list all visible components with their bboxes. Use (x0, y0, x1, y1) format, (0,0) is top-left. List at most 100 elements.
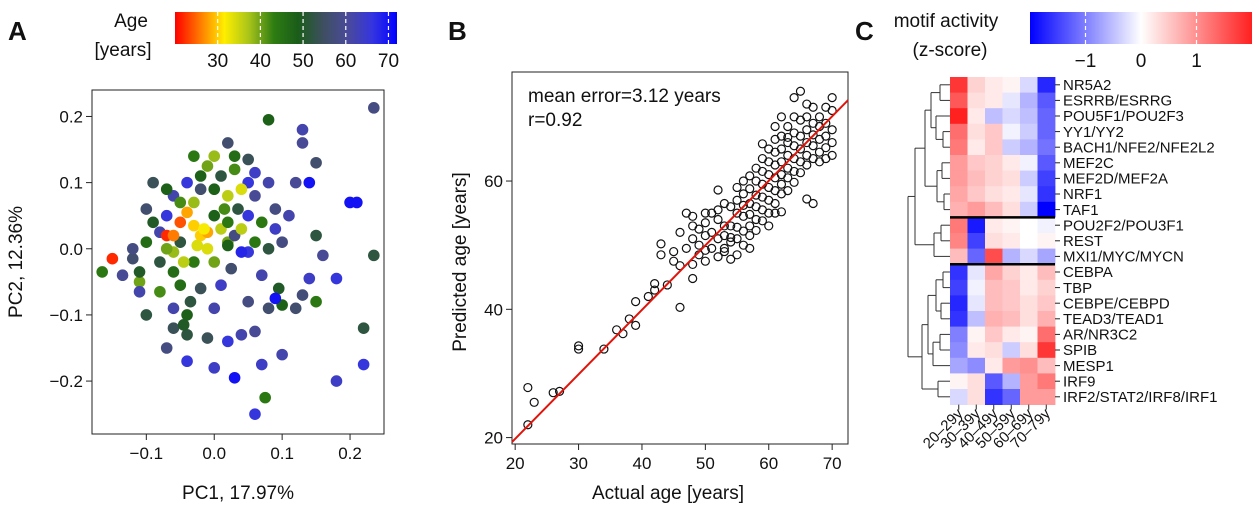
heatmap-cell (1002, 389, 1021, 405)
pred-sample-point (776, 144, 787, 154)
pred-sample-point (783, 186, 793, 196)
heatmap-cell (985, 264, 1003, 281)
heatmap-cell (950, 279, 968, 296)
heatmap-cell (967, 279, 986, 296)
pred-sample-point (719, 221, 729, 231)
pca-sample-point (255, 358, 268, 371)
pred-sample-point (669, 246, 679, 257)
pred-sample-point (776, 207, 787, 217)
pca-y-tick-label: −0.1 (49, 306, 83, 325)
heatmap-cell (985, 155, 1003, 171)
pred-sample-point (814, 112, 825, 122)
pred-sample-point (770, 208, 780, 218)
pca-sample-point (249, 325, 261, 338)
pred-sample-point (757, 216, 768, 226)
pred-sample-point (599, 344, 609, 354)
pred-x-tick-label: 50 (696, 454, 715, 473)
pca-sample-point (228, 371, 241, 384)
pca-sample-point (208, 209, 221, 222)
pca-sample-point (194, 183, 207, 196)
heatmap-cell (1020, 92, 1038, 109)
heatmap-cell (950, 248, 968, 265)
heatmap-cell (985, 357, 1003, 374)
pred-sample-point (827, 125, 837, 135)
pred-sample-point (795, 86, 806, 96)
pca-sample-point (296, 123, 309, 136)
pred-sample-point (650, 279, 660, 289)
heatmap-cell (1002, 295, 1021, 312)
pred-sample-point (814, 147, 825, 157)
pca-sample-point (310, 295, 322, 308)
pca-sample-point (262, 302, 275, 315)
heatmap-cell (1020, 326, 1038, 343)
pred-sample-point (808, 198, 818, 209)
pca-sample-point (310, 156, 322, 169)
heatmap-cell (950, 170, 968, 187)
pca-sample-point (215, 279, 227, 291)
pca-y-tick-label: 0.0 (59, 240, 83, 259)
pred-y-axis-label: Predicted age [years] (450, 172, 471, 352)
heatmap-cell (1020, 264, 1038, 281)
panel-a: Age [years] 30 40 50 60 70 −0.1 0.0 0.1 0.2 −0.… (6, 11, 399, 504)
pca-sample-point (140, 309, 153, 321)
heatmap-cell (1037, 264, 1056, 281)
pca-sample-point (181, 328, 193, 341)
heatmap-cell (950, 186, 968, 203)
heatmap-cell (1037, 139, 1056, 156)
pred-sample-point (650, 285, 660, 295)
heatmap-cell (967, 123, 986, 140)
heatmap-cell (1020, 201, 1038, 218)
pca-sample-point (181, 355, 193, 368)
heatmap-cell (967, 77, 986, 93)
heatmap-cell (1037, 279, 1056, 296)
heatmap-cell (1020, 217, 1038, 234)
heatmap-cell (985, 279, 1003, 296)
heatmap-cell (985, 311, 1003, 327)
pca-sample-point (188, 196, 200, 209)
pred-sample-point (738, 200, 748, 211)
heatmap-cell (967, 311, 986, 327)
motif-row-label: TAF1 (1063, 202, 1099, 219)
pred-sample-point (789, 177, 799, 187)
motif-row-label: IRF2/STAT2/IRF8/IRF1 (1063, 389, 1217, 406)
motif-row-label: POU5F1/POU2F3 (1063, 108, 1184, 125)
pca-sample-point (330, 272, 343, 285)
heatmap-cell (1002, 108, 1021, 125)
pca-sample-point (174, 196, 187, 209)
heatmap-cell (985, 342, 1003, 359)
pca-sample-point (116, 269, 129, 282)
heatmap-cell (950, 139, 968, 156)
pca-sample-point (225, 262, 238, 275)
motif-legend-title-line2: (z-score) (913, 40, 988, 61)
heatmap-cell (985, 139, 1003, 156)
heatmap-cell (950, 326, 968, 343)
motif-row-label: ESRRB/ESRRG (1063, 93, 1172, 110)
pred-sample-point (795, 168, 806, 178)
heatmap-cell (1020, 279, 1038, 296)
pred-x-tick-label: 40 (633, 454, 652, 473)
pred-sample-point (821, 118, 831, 128)
heatmap-cell (967, 264, 986, 281)
heatmap-cell (1002, 186, 1021, 203)
pred-sample-point (529, 397, 539, 407)
pca-sample-point (259, 391, 271, 404)
heatmap-cell (985, 389, 1003, 405)
pred-sample-point (732, 195, 742, 205)
heatmap-cell (1002, 139, 1021, 156)
heatmap-cell (950, 123, 968, 140)
motif-colorbar-ticks: −1 0 1 (1075, 12, 1202, 72)
motif-colorbar-tick-label: −1 (1075, 51, 1097, 72)
heatmap-cell (1037, 373, 1056, 390)
pred-sample-point (719, 246, 729, 257)
pred-sample-point (827, 150, 837, 160)
pca-sample-point (147, 176, 159, 189)
pred-sample-point (732, 234, 742, 244)
heatmap-cell (1002, 123, 1021, 140)
pca-sample-point (249, 236, 261, 248)
pred-sample-point (732, 250, 742, 260)
pca-sample-point (140, 203, 153, 215)
age-colorbar-tick-label: 70 (378, 51, 399, 72)
pred-sample-point (523, 420, 533, 430)
heatmap-cell (985, 248, 1003, 265)
pca-sample-point (357, 358, 370, 371)
